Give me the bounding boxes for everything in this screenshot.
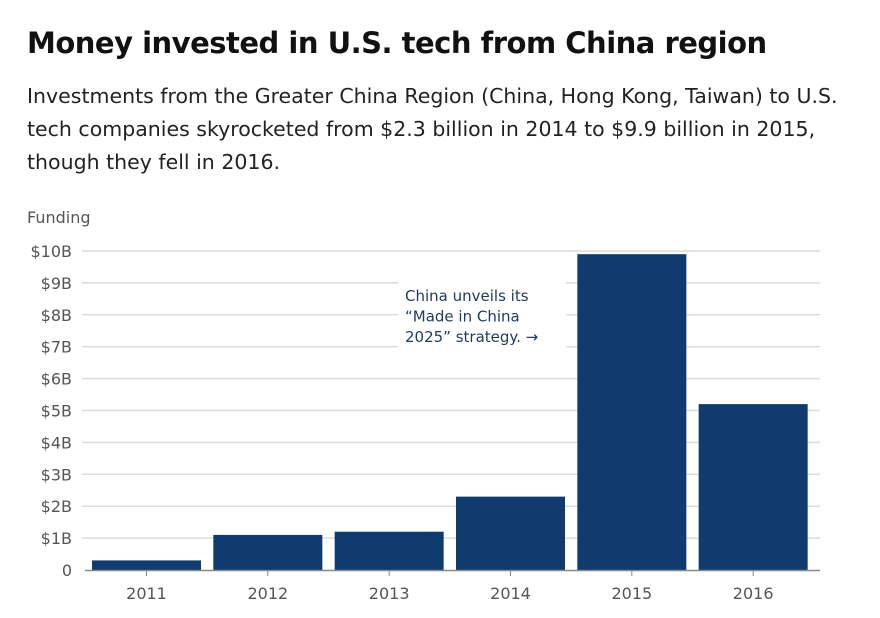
bar-2016 <box>698 404 808 570</box>
annotation-line: “Made in China <box>405 308 520 326</box>
y-tick-label: $4B <box>41 433 72 452</box>
y-tick-label: $8B <box>41 306 72 325</box>
x-tick-label: 2013 <box>369 584 410 603</box>
y-tick-label: 0 <box>62 561 72 580</box>
y-tick-label: $10B <box>30 242 72 261</box>
bar-2014 <box>456 496 565 570</box>
x-tick-label: 2015 <box>611 584 652 603</box>
annotation-background <box>398 282 566 350</box>
chart-title: Money invested in U.S. tech from China r… <box>27 26 767 60</box>
y-tick-label: $1B <box>41 529 72 548</box>
bar-2012 <box>213 534 323 570</box>
x-tick-label: 2011 <box>126 584 167 603</box>
bar-2015 <box>577 254 687 570</box>
bar-2011 <box>92 560 201 570</box>
bar-2013 <box>334 531 444 570</box>
y-tick-label: $2B <box>41 497 72 516</box>
chart-subtitle: Investments from the Greater China Regio… <box>27 84 838 174</box>
x-tick-label: 2012 <box>247 584 288 603</box>
y-axis-label: Funding <box>27 208 91 227</box>
annotation-line: 2025” strategy. → <box>405 328 538 346</box>
x-tick-label: 2016 <box>733 584 774 603</box>
y-tick-label: $3B <box>41 465 72 484</box>
y-tick-label: $9B <box>41 274 72 293</box>
y-tick-label: $7B <box>41 338 72 357</box>
annotation-line: China unveils its <box>405 287 529 305</box>
y-tick-label: $5B <box>41 402 72 421</box>
x-tick-label: 2014 <box>490 584 531 603</box>
y-tick-label: $6B <box>41 370 72 389</box>
